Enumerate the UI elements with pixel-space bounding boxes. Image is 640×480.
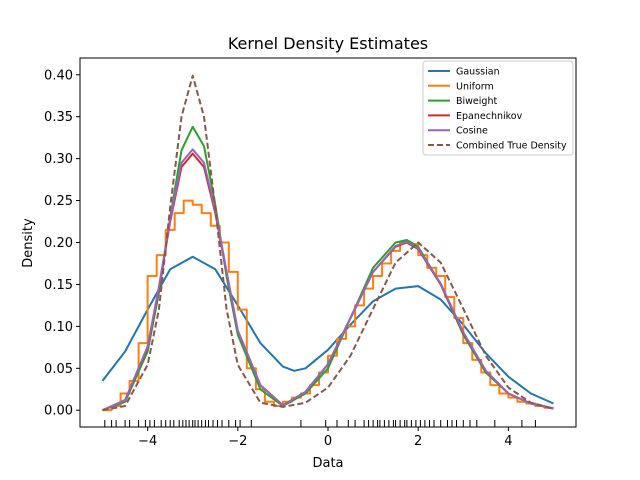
series-combined-true-density-line [102,74,554,412]
legend-items: Gaussian Uniform Biweight Epanechnikov Cosin… [428,67,567,152]
y-tick-label: 0.10 [44,320,73,335]
legend-label: Cosine [456,126,488,137]
x-tick-label: −2 [228,434,247,449]
y-axis-label: Density [21,218,36,268]
plot-area [101,74,554,427]
series-gaussian-line [101,255,554,405]
legend-box [422,60,574,156]
legend-label: Biweight [456,96,497,107]
y-tick-label: 0.30 [44,152,73,167]
y-tick-label: 0.15 [44,278,73,293]
chart-title: Kernel Density Estimates [228,34,428,53]
y-tick-label: 0.05 [44,362,73,377]
x-tick-label: 4 [504,434,512,449]
legend-label: Epanechnikov [456,111,523,122]
rug-layer [104,420,536,427]
legend-label: Combined True Density [456,141,567,152]
y-tick-label: 0.35 [44,110,73,125]
x-axis-label: Data [312,456,343,471]
series-uniform-line [102,199,554,412]
x-tick-label: −4 [138,434,157,449]
x-tick-label: 0 [324,434,332,449]
y-axis: 0.00 0.05 0.10 0.15 0.20 0.25 0.30 0.35 0.40 [44,68,80,419]
x-axis: −4 −2 0 2 4 [138,427,513,449]
series-layer [101,74,554,412]
legend-label: Gaussian [456,67,500,78]
y-tick-label: 0.00 [44,404,73,419]
y-tick-label: 0.40 [44,68,73,83]
series-cosine-line [102,148,554,412]
y-tick-label: 0.20 [44,236,73,251]
legend: Gaussian Uniform Biweight Epanechnikov Cosin… [422,60,574,156]
x-tick-label: 2 [414,434,422,449]
y-tick-label: 0.25 [44,194,73,209]
legend-label: Uniform [456,81,494,92]
